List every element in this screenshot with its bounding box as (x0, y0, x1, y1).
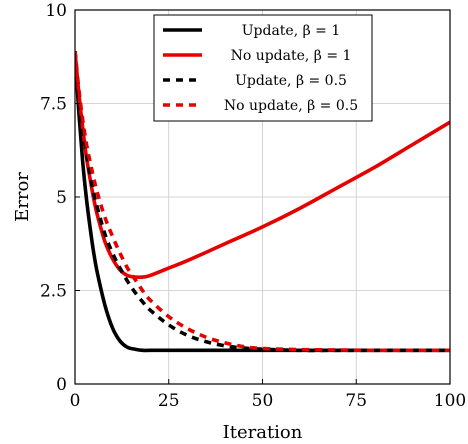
x-tick-label: 50 (252, 391, 274, 411)
y-tick-label: 7.5 (40, 95, 67, 115)
x-tick-label: 75 (345, 391, 367, 411)
y-tick-label: 0 (56, 375, 67, 395)
axis-ticks: 0 25 50 75 100 0 2.5 5 7.5 10 (40, 1, 466, 411)
y-tick-label: 2.5 (40, 282, 67, 302)
x-axis-title: Iteration (223, 422, 303, 443)
legend-label: No update, β = 0.5 (224, 98, 358, 114)
x-tick-label: 25 (158, 391, 180, 411)
legend: Update, β = 1 No update, β = 1 Update, β =… (153, 14, 373, 122)
y-tick-label: 5 (56, 188, 67, 208)
y-tick-label: 10 (45, 1, 67, 21)
legend-label: No update, β = 1 (231, 48, 352, 64)
series-line-no-update-0-5 (75, 50, 450, 353)
x-tick-label: 0 (70, 391, 81, 411)
series-line-update-0-5 (75, 50, 450, 353)
legend-label: Update, β = 1 (242, 23, 341, 39)
x-tick-label: 100 (434, 391, 466, 411)
y-axis-title: Error (12, 172, 33, 222)
series-layer (75, 50, 450, 353)
legend-label: Update, β = 0.5 (235, 73, 347, 89)
